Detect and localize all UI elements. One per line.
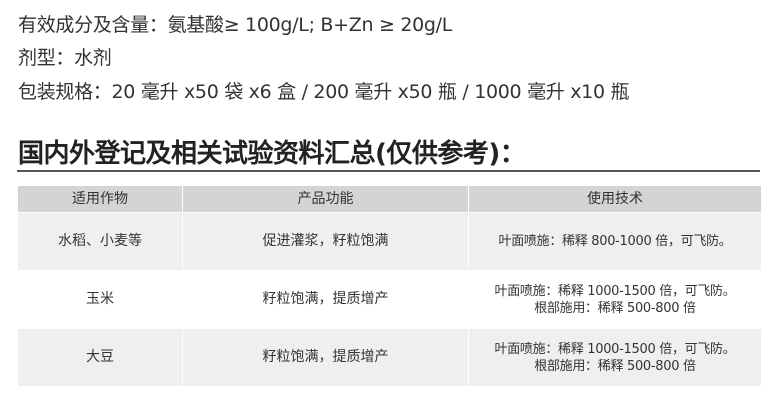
usage-line: 叶面喷施：稀释 1000-1500 倍，可飞防。 xyxy=(494,341,736,357)
header-usage: 使用技术 xyxy=(468,185,762,213)
header-function: 产品功能 xyxy=(182,185,469,213)
formulation-text: 剂型：水剂 xyxy=(18,47,112,69)
usage-cell: 叶面喷施：稀释 800-1000 倍，可飞防。 xyxy=(468,212,762,271)
table-row: 大豆 籽粒饱满，提质增产 叶面喷施：稀释 1000-1500 倍，可飞防。 根部施… xyxy=(17,328,762,387)
function-cell: 籽粒饱满，提质增产 xyxy=(182,270,469,329)
usage-line: 叶面喷施：稀释 1000-1500 倍，可飞防。 xyxy=(494,283,736,299)
table-row: 玉米 籽粒饱满，提质增产 叶面喷施：稀释 1000-1500 倍，可飞防。 根部施… xyxy=(17,270,762,329)
function-cell: 籽粒饱满，提质增产 xyxy=(182,328,469,387)
section-heading: 国内外登记及相关试验资料汇总(仅供参考)： xyxy=(18,139,526,169)
ingredients-text: 有效成分及含量：氨基酸≥ 100g/L; B+Zn ≥ 20g/L xyxy=(18,14,453,36)
packaging-text: 包装规格：20 毫升 x50 袋 x6 盒 / 200 毫升 x50 瓶 / 1… xyxy=(18,81,630,103)
divider xyxy=(17,170,760,172)
usage-cell: 叶面喷施：稀释 1000-1500 倍，可飞防。 根部施用：稀释 500-800 … xyxy=(468,270,762,329)
function-cell: 促进灌浆，籽粒饱满 xyxy=(182,212,469,271)
usage-line: 叶面喷施：稀释 800-1000 倍，可飞防。 xyxy=(498,234,732,249)
table-row: 水稻、小麦等 促进灌浆，籽粒饱满 叶面喷施：稀释 800-1000 倍，可飞防。 xyxy=(17,212,762,271)
usage-line: 根部施用：稀释 500-800 倍 xyxy=(534,358,696,374)
crop-cell: 大豆 xyxy=(17,328,183,387)
usage-table: 适用作物 产品功能 使用技术 水稻、小麦等 促进灌浆，籽粒饱满 叶面喷施：稀释 … xyxy=(17,185,762,387)
crop-cell: 玉米 xyxy=(17,270,183,329)
crop-cell: 水稻、小麦等 xyxy=(17,212,183,271)
usage-line: 根部施用：稀释 500-800 倍 xyxy=(534,300,696,316)
usage-cell: 叶面喷施：稀释 1000-1500 倍，可飞防。 根部施用：稀释 500-800 … xyxy=(468,328,762,387)
table-header: 适用作物 产品功能 使用技术 xyxy=(17,185,762,213)
header-crop: 适用作物 xyxy=(17,185,183,213)
